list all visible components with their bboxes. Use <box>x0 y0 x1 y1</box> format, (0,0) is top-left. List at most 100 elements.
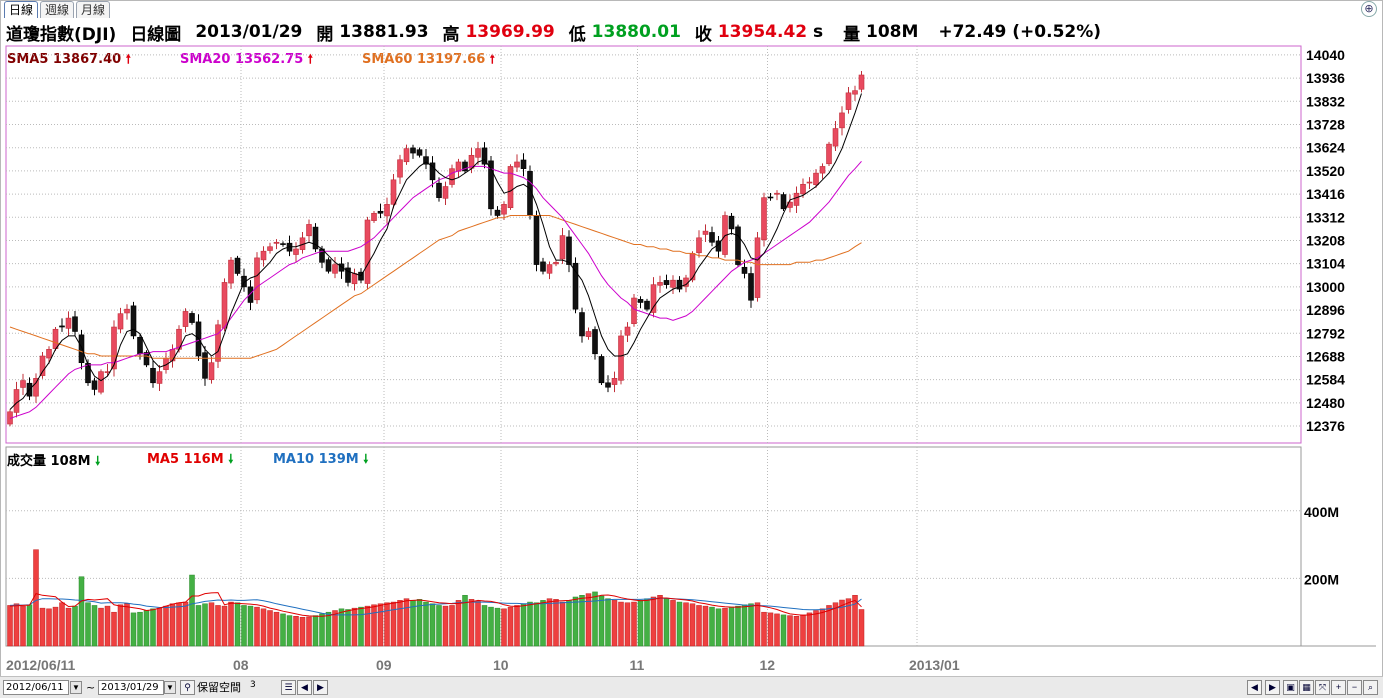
volume-bar <box>403 598 410 647</box>
zoom-out-icon[interactable]: − <box>1347 680 1362 695</box>
candle-body <box>663 280 670 285</box>
price-tick-label: 12584 <box>1306 372 1345 388</box>
volume-bar <box>559 601 566 647</box>
volume-bar <box>741 604 748 647</box>
price-panel-frame <box>5 45 1302 444</box>
sma60-up-arrow-icon: 🠕 <box>489 52 495 66</box>
volume-bar <box>442 605 449 647</box>
volume-bar <box>852 595 858 647</box>
candle-body <box>819 166 826 174</box>
period-tabs: 日線 週線 月線 <box>4 1 111 19</box>
volume-bar <box>202 603 208 647</box>
tab-weekly[interactable]: 週線 <box>40 1 75 18</box>
align-icon[interactable]: ☰ <box>281 680 296 695</box>
volume-bar <box>774 613 780 647</box>
end-date-field[interactable]: 2013/01/29 <box>98 680 164 695</box>
start-date-field[interactable]: 2012/06/11 <box>3 680 69 695</box>
volume-bar <box>858 609 865 647</box>
volume-down-arrow-icon: 🠗 <box>95 454 101 468</box>
candle-body <box>657 282 663 286</box>
volume-bar <box>657 595 663 647</box>
sma5-text: SMA5 13867.40 <box>7 52 122 67</box>
volume-bar <box>169 603 176 647</box>
volume-bar <box>397 600 403 647</box>
volume-bar <box>137 611 143 647</box>
volume-bar <box>566 600 572 647</box>
quote-header: 道瓊指數(DJI) 日線圖 2013/01/29 開 13881.93 高 13… <box>6 21 1102 45</box>
volume-bar <box>735 605 741 647</box>
volume-bar <box>215 605 221 647</box>
volume-bar <box>501 608 507 647</box>
end-date-dropdown-icon[interactable]: ▼ <box>164 681 176 694</box>
scroll-end-right-icon[interactable]: ▶ <box>1265 680 1280 695</box>
volume-bar <box>286 615 293 647</box>
volume-bar <box>507 606 514 647</box>
chart-canvas[interactable]: 14040 13936 13832 13728 13624 13520 13416 13312… <box>0 0 1383 676</box>
candle-body <box>475 148 481 158</box>
volume-bar <box>514 605 520 647</box>
candle-body <box>364 219 371 284</box>
volume-label: 量 <box>843 24 861 45</box>
volume-bar <box>364 605 371 647</box>
candle-body <box>390 179 397 205</box>
candle-body <box>540 261 546 272</box>
volume-bar <box>358 606 364 647</box>
candle-body <box>91 380 98 390</box>
scroll-right-icon[interactable]: ▶ <box>313 680 328 695</box>
candle-body <box>33 378 39 397</box>
tab-daily[interactable]: 日線 <box>4 1 39 18</box>
candle-body <box>260 250 267 261</box>
candle-body <box>800 183 806 195</box>
volume-bar <box>715 608 722 647</box>
x-tick-label: 2012/06/11 <box>6 657 76 673</box>
candle-body <box>85 363 91 384</box>
candle-body <box>676 279 683 290</box>
volume-bar <box>228 601 234 647</box>
vol-ma5-indicator: MA5 116M 🠗 <box>147 450 233 471</box>
close-value: 13954.42 <box>717 22 808 42</box>
candle-body <box>436 182 442 198</box>
candle-body <box>754 237 761 298</box>
candle-body <box>143 352 150 366</box>
volume-bar <box>520 603 527 647</box>
candle-body <box>13 389 20 413</box>
vol-ma5-text: MA5 116M <box>147 452 224 467</box>
settings-icon[interactable]: ▣ <box>1283 680 1298 695</box>
start-date-dropdown-icon[interactable]: ▼ <box>70 681 82 694</box>
volume-bar <box>481 605 488 647</box>
candle-body <box>111 326 117 370</box>
tab-monthly[interactable]: 月線 <box>76 1 111 18</box>
volume-bar <box>247 605 254 647</box>
volume-bar <box>546 598 553 647</box>
candle-body <box>501 204 507 215</box>
scroll-left-icon[interactable]: ◀ <box>297 680 312 695</box>
x-tick-label: 08 <box>233 657 249 673</box>
candle-body <box>325 259 332 272</box>
zoom-icon[interactable]: ⊕ <box>1361 1 1377 17</box>
volume-bar <box>709 606 715 647</box>
candle-body <box>709 232 715 243</box>
scroll-end-left-icon[interactable]: ◀ <box>1247 680 1262 695</box>
volume-bar <box>390 601 397 647</box>
candle-body <box>774 192 780 195</box>
fit-icon[interactable]: ⤧ <box>1315 680 1330 695</box>
vol-ma5-down-arrow-icon: 🠗 <box>228 452 234 466</box>
change-value: +72.49 (+0.52%) <box>938 22 1102 42</box>
volume-bar <box>618 601 624 647</box>
volume-bar <box>377 603 384 647</box>
volume-bar <box>436 605 442 647</box>
chart-type-icon[interactable]: ▦ <box>1299 680 1314 695</box>
volume-bar <box>273 611 280 647</box>
magnifier-icon[interactable]: ⌕ <box>1363 680 1378 695</box>
candle-body <box>839 112 845 129</box>
high-label: 高 <box>442 24 460 45</box>
volume-bar <box>488 606 494 647</box>
sma5-line <box>9 93 862 410</box>
volume-bar <box>338 608 345 647</box>
zoom-in-icon[interactable]: + <box>1331 680 1346 695</box>
price-tick-label: 13312 <box>1306 209 1345 225</box>
keep-space-icon[interactable]: ⚲ <box>180 680 195 695</box>
volume-bar <box>351 607 358 647</box>
range-tilde: ~ <box>86 681 96 694</box>
sma5-up-arrow-icon: 🠕 <box>125 52 131 66</box>
